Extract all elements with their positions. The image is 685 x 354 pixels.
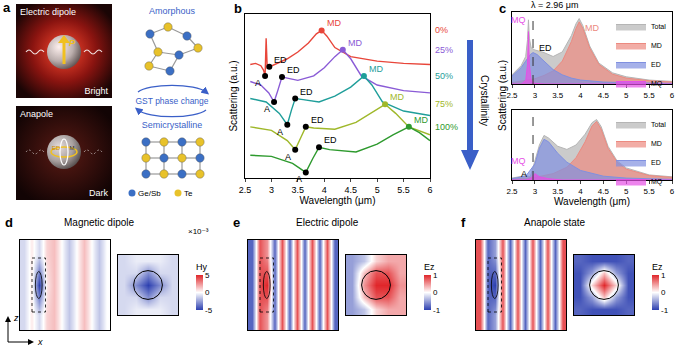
svg-text:MD: MD <box>327 18 341 28</box>
svg-text:6: 6 <box>427 185 432 195</box>
svg-text:25%: 25% <box>435 45 453 55</box>
svg-text:Scattering (a.u.): Scattering (a.u.) <box>497 60 508 131</box>
svg-text:Anapole state: Anapole state <box>524 217 586 228</box>
svg-text:Electric dipole: Electric dipole <box>296 217 359 228</box>
svg-text:Total: Total <box>651 121 666 128</box>
svg-text:P: P <box>69 38 76 48</box>
svg-text:MQ: MQ <box>511 15 526 25</box>
svg-text:A: A <box>285 152 291 162</box>
svg-text:Dark: Dark <box>89 188 109 198</box>
svg-text:0: 0 <box>661 288 666 297</box>
svg-text:MD: MD <box>414 115 428 125</box>
svg-text:5.5: 5.5 <box>397 185 410 195</box>
svg-text:Anapole: Anapole <box>20 109 53 119</box>
svg-text:ED: ED <box>651 159 661 166</box>
svg-text:50%: 50% <box>435 71 453 81</box>
svg-text:4: 4 <box>578 91 583 100</box>
svg-text:MQ: MQ <box>511 156 526 166</box>
svg-text:Ez: Ez <box>652 262 663 272</box>
svg-text:f: f <box>461 215 466 230</box>
svg-text:1: 1 <box>433 271 438 280</box>
svg-text:6: 6 <box>670 91 675 100</box>
svg-text:3.5: 3.5 <box>552 187 564 196</box>
svg-text:GST phase change: GST phase change <box>135 96 208 106</box>
svg-text:0: 0 <box>433 288 438 297</box>
svg-text:λ = 2.96 μm: λ = 2.96 μm <box>531 0 578 10</box>
svg-text:ED: ED <box>287 65 300 75</box>
svg-text:ED: ED <box>300 87 313 97</box>
svg-text:Scattering (a.u.): Scattering (a.u.) <box>228 60 239 131</box>
svg-text:Electric dipole: Electric dipole <box>20 7 76 17</box>
svg-text:ED: ED <box>651 61 661 68</box>
svg-text:d: d <box>5 215 13 230</box>
svg-text:2.5: 2.5 <box>506 187 518 196</box>
svg-text:M: M <box>70 145 75 151</box>
svg-text:5: 5 <box>205 271 210 280</box>
svg-text:5: 5 <box>375 185 380 195</box>
svg-text:-1: -1 <box>661 306 669 315</box>
svg-text:x: x <box>37 337 43 347</box>
svg-text:MQ: MQ <box>651 80 663 88</box>
svg-text:MD: MD <box>348 38 362 48</box>
svg-text:b: b <box>234 1 242 16</box>
svg-text:A: A <box>255 78 261 88</box>
svg-text:Crystallinity: Crystallinity <box>479 75 490 126</box>
svg-text:3.5: 3.5 <box>552 91 564 100</box>
svg-text:MD: MD <box>390 92 404 102</box>
svg-text:ED: ED <box>52 145 61 151</box>
svg-text:ED: ED <box>539 43 552 53</box>
svg-text:-5: -5 <box>205 306 213 315</box>
svg-text:3: 3 <box>533 187 538 196</box>
svg-text:Total: Total <box>651 23 666 30</box>
svg-text:Ez: Ez <box>424 262 435 272</box>
svg-text:×10⁻³: ×10⁻³ <box>188 227 209 236</box>
svg-text:Hy: Hy <box>196 262 207 272</box>
svg-text:3: 3 <box>533 91 538 100</box>
svg-text:Wavelength (μm): Wavelength (μm) <box>554 196 630 207</box>
svg-text:ED: ED <box>311 115 324 125</box>
svg-text:MD: MD <box>651 42 662 49</box>
svg-text:5.5: 5.5 <box>644 91 656 100</box>
svg-text:z: z <box>13 313 19 323</box>
svg-text:Magnetic dipole: Magnetic dipole <box>64 217 134 228</box>
svg-text:e: e <box>233 215 240 230</box>
svg-text:c: c <box>499 1 506 16</box>
svg-text:5: 5 <box>624 91 629 100</box>
svg-text:Semicrystalline: Semicrystalline <box>142 120 203 130</box>
svg-text:a: a <box>3 0 11 15</box>
svg-text:ED: ED <box>274 55 287 65</box>
svg-text:75%: 75% <box>435 99 453 109</box>
svg-text:A: A <box>521 169 527 179</box>
svg-text:Te: Te <box>184 189 193 198</box>
svg-text:A: A <box>296 174 302 184</box>
svg-text:1: 1 <box>661 271 666 280</box>
svg-text:5.5: 5.5 <box>644 187 656 196</box>
svg-text:2.5: 2.5 <box>506 91 518 100</box>
svg-text:A: A <box>264 104 270 114</box>
svg-text:MD: MD <box>585 23 599 33</box>
svg-text:4.5: 4.5 <box>344 185 357 195</box>
svg-text:MD: MD <box>369 64 383 74</box>
svg-text:6: 6 <box>670 187 675 196</box>
svg-text:4: 4 <box>578 187 583 196</box>
svg-text:2.5: 2.5 <box>239 185 252 195</box>
svg-text:Ge/Sb: Ge/Sb <box>138 189 161 198</box>
svg-text:Bright: Bright <box>84 86 108 96</box>
svg-text:A: A <box>277 127 283 137</box>
svg-text:-1: -1 <box>433 306 441 315</box>
svg-text:3: 3 <box>269 185 274 195</box>
svg-text:0: 0 <box>205 288 210 297</box>
svg-text:4: 4 <box>322 185 327 195</box>
svg-text:ED: ED <box>324 135 337 145</box>
svg-text:0%: 0% <box>435 25 448 35</box>
svg-text:MD: MD <box>651 140 662 147</box>
svg-text:5: 5 <box>624 187 629 196</box>
svg-text:Wavelength (μm): Wavelength (μm) <box>300 195 376 206</box>
svg-text:Amorphous: Amorphous <box>149 6 196 16</box>
svg-text:100%: 100% <box>435 122 458 132</box>
svg-text:3.5: 3.5 <box>292 185 305 195</box>
svg-text:MQ: MQ <box>651 178 663 186</box>
svg-text:4.5: 4.5 <box>598 187 610 196</box>
svg-text:4.5: 4.5 <box>598 91 610 100</box>
